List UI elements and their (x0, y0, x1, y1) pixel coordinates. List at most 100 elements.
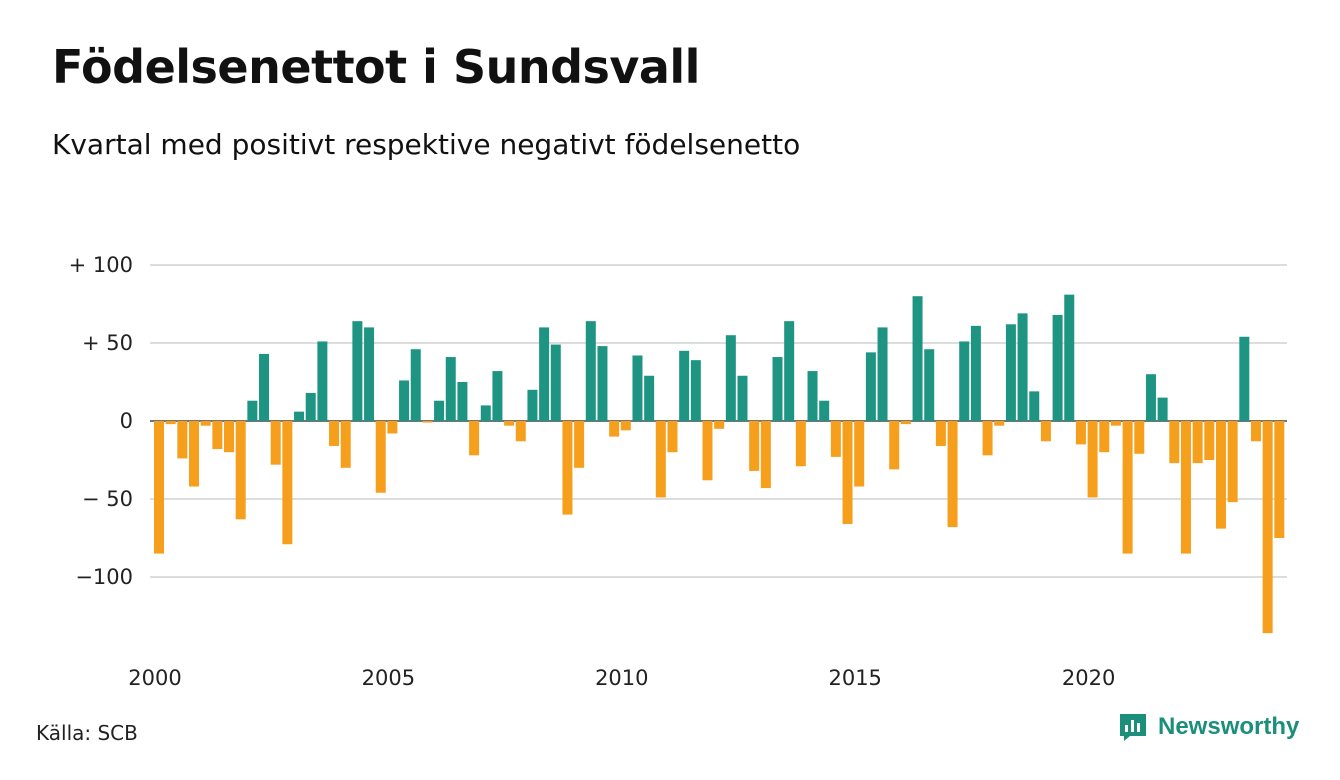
bar (632, 355, 643, 421)
source-note: Källa: SCB (36, 721, 138, 745)
bar (177, 421, 188, 459)
bar (1099, 421, 1110, 453)
bar (340, 421, 351, 468)
bar (1192, 421, 1203, 464)
bar (457, 382, 468, 421)
x-tick-label: 2015 (828, 666, 881, 690)
bar (725, 335, 736, 421)
bar (1215, 421, 1226, 529)
bar (282, 421, 293, 545)
bar (469, 421, 480, 456)
bar (305, 392, 316, 421)
bar (515, 421, 526, 442)
bar (585, 321, 596, 421)
bar (1075, 421, 1086, 445)
bar (364, 327, 375, 421)
brand: Newsworthy (1118, 712, 1299, 742)
bar (387, 421, 398, 434)
bar (1017, 313, 1028, 421)
bar (539, 327, 550, 421)
bar (212, 421, 223, 450)
bar (749, 421, 760, 471)
bar (889, 421, 900, 470)
bar (235, 421, 246, 520)
bar (329, 421, 340, 446)
bar (1239, 336, 1250, 421)
bar (690, 360, 701, 421)
bar (189, 421, 200, 487)
bar (1169, 421, 1180, 464)
bar (574, 421, 585, 468)
bar (854, 421, 865, 487)
bar (784, 321, 795, 421)
bar (399, 380, 410, 421)
bar (1040, 421, 1051, 442)
bar (912, 296, 923, 421)
bar (504, 421, 515, 426)
bar (352, 321, 363, 421)
bar (947, 421, 958, 528)
bar (655, 421, 666, 498)
bar (165, 421, 176, 425)
bar (1122, 421, 1133, 554)
bar (830, 421, 841, 457)
bar (737, 375, 748, 421)
bar (154, 421, 164, 554)
bars (154, 294, 1285, 634)
y-tick-label: + 50 (82, 331, 133, 355)
bar (609, 421, 620, 437)
bar (317, 341, 328, 421)
bar (410, 349, 421, 421)
bar (1064, 294, 1075, 421)
bar (924, 349, 935, 421)
bar (819, 400, 830, 421)
bar (1110, 421, 1121, 426)
bar (900, 421, 911, 425)
x-tick-label: 2020 (1062, 666, 1115, 690)
bar (1052, 314, 1063, 421)
bar (795, 421, 806, 467)
newsworthy-logo-icon (1120, 714, 1146, 741)
bar (445, 357, 456, 421)
bar (842, 421, 853, 524)
bar (620, 421, 631, 431)
chart-subtitle: Kvartal med positivt respektive negativt… (52, 128, 801, 161)
bar (667, 421, 678, 453)
bar (1087, 421, 1098, 498)
bar (375, 421, 386, 493)
bar (807, 371, 818, 421)
bar (480, 405, 491, 421)
bar (1157, 397, 1168, 421)
bar (1250, 421, 1261, 442)
y-tick-label: − 50 (82, 487, 133, 511)
bar (772, 357, 783, 421)
y-tick-label: 0 (120, 409, 133, 433)
bar (1274, 421, 1285, 538)
x-tick-label: 2005 (362, 666, 415, 690)
bar (959, 341, 970, 421)
brand-name: Newsworthy (1158, 713, 1300, 740)
bar (434, 400, 445, 421)
bar-chart: + 100 + 50 0 − 50 −100 2000 2005 2010 2015 2020 (69, 253, 1287, 690)
bar (865, 352, 876, 421)
bar (527, 389, 538, 421)
bar (247, 400, 258, 421)
bar (597, 346, 608, 421)
bar (994, 421, 1005, 426)
bar (550, 344, 561, 421)
bar (562, 421, 573, 515)
bar (970, 325, 981, 421)
bar (877, 327, 888, 421)
bar (1204, 421, 1215, 460)
y-tick-label: + 100 (69, 253, 133, 277)
bar (935, 421, 946, 446)
bar (702, 421, 713, 481)
bar (1029, 391, 1040, 421)
bar (492, 371, 503, 421)
chart-title: Födelsenettot i Sundsvall (52, 40, 700, 94)
bar (679, 350, 690, 421)
bar (422, 421, 433, 423)
y-axis-ticks: + 100 + 50 0 − 50 −100 (69, 253, 133, 589)
bar (1227, 421, 1238, 503)
bar (644, 375, 655, 421)
